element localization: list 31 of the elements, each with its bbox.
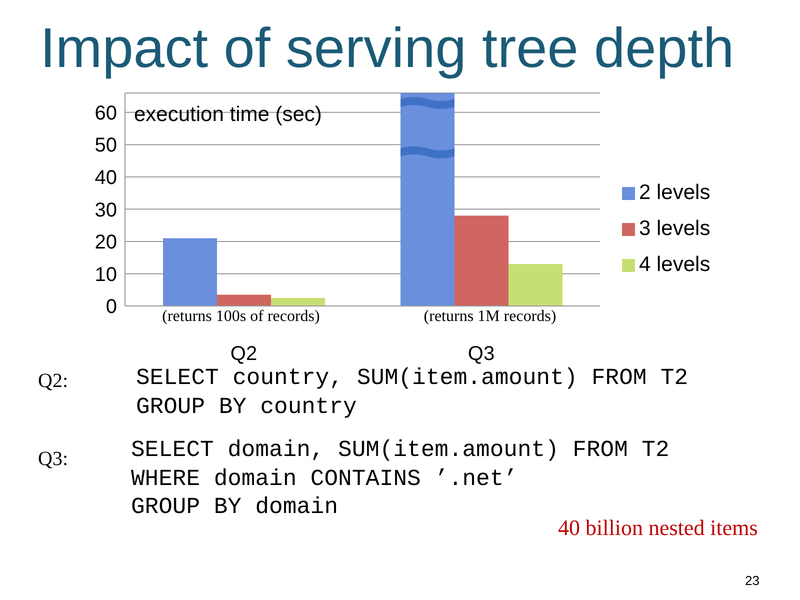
legend-label: 4 levels [639, 253, 710, 276]
text: GROUP BY domain [131, 494, 338, 520]
y-axis-title: execution time (sec) [134, 103, 322, 126]
x-tick-label: Q2 [230, 343, 258, 365]
chart-title: Impact of serving tree depth [40, 16, 734, 79]
text: Q2: [38, 370, 68, 392]
bar [217, 294, 271, 306]
text: (returns 100s of records) [162, 308, 320, 325]
y-tick-label: 50 [94, 134, 117, 157]
text: 23 [745, 572, 760, 588]
x-tick-label: Q3 [468, 343, 495, 365]
text: GROUP BY country [136, 394, 357, 420]
y-tick-label: 10 [94, 264, 117, 286]
bar [400, 93, 454, 306]
text: SELECT domain, SUM(item.amount) FROM T2 [131, 436, 670, 462]
bar [163, 238, 217, 306]
y-tick-label: 20 [94, 232, 117, 254]
bar [508, 264, 562, 306]
text: 40 billion nested items [558, 515, 758, 540]
bar [271, 298, 325, 306]
y-tick-label: 40 [94, 167, 117, 190]
text: SELECT country, SUM(item.amount) FROM T2 [136, 364, 688, 390]
text: Q3: [38, 448, 68, 470]
text: WHERE domain CONTAINS ’.net’ [131, 466, 518, 492]
y-tick-label: 60 [94, 102, 117, 124]
y-tick-label: 0 [106, 296, 117, 318]
text: (returns 1M records) [424, 308, 556, 325]
legend-label: 3 levels [639, 217, 710, 240]
bar [454, 216, 508, 306]
legend-label: 2 levels [639, 181, 710, 204]
y-tick-label: 30 [94, 199, 117, 222]
